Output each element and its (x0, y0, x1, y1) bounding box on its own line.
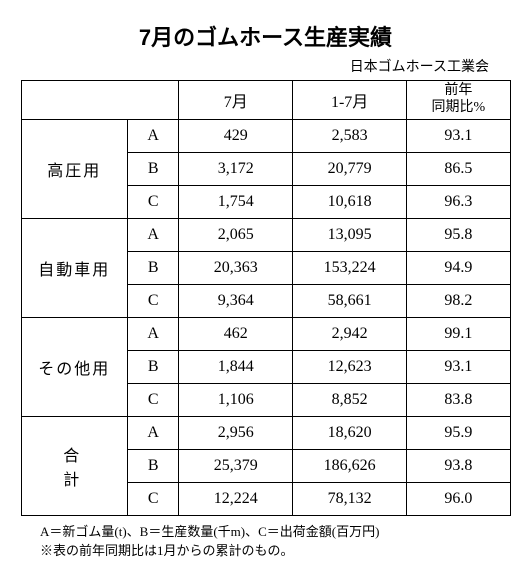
group-label: 合 計 (21, 416, 127, 515)
july-value: 20,363 (179, 251, 293, 284)
row-type: A (127, 218, 179, 251)
page-subtitle: 日本ゴムホース工業会 (20, 56, 511, 76)
header-blank (21, 81, 179, 120)
july-value: 9,364 (179, 284, 293, 317)
row-type: A (127, 317, 179, 350)
yoy-pct: 98.2 (407, 284, 510, 317)
yoy-pct: 86.5 (407, 152, 510, 185)
group-label: その他用 (21, 317, 127, 416)
july-value: 1,844 (179, 350, 293, 383)
row-type: B (127, 449, 179, 482)
july-value: 462 (179, 317, 293, 350)
footnote-area: A＝新ゴム量(t)、B＝生産数量(千m)、C＝出荷金額(百万円) ※表の前年同期… (20, 522, 511, 561)
jan-july-value: 10,618 (293, 185, 407, 218)
july-value: 1,106 (179, 383, 293, 416)
table-row: 自動車用A2,06513,09595.8 (21, 218, 510, 251)
july-value: 2,065 (179, 218, 293, 251)
jan-july-value: 20,779 (293, 152, 407, 185)
jan-july-value: 2,583 (293, 119, 407, 152)
header-yoy-line2: 同期比% (432, 100, 486, 115)
row-type: A (127, 416, 179, 449)
july-value: 25,379 (179, 449, 293, 482)
jan-july-value: 12,623 (293, 350, 407, 383)
row-type: B (127, 152, 179, 185)
yoy-pct: 95.8 (407, 218, 510, 251)
row-type: C (127, 185, 179, 218)
yoy-pct: 96.3 (407, 185, 510, 218)
table-row: その他用A4622,94299.1 (21, 317, 510, 350)
jan-july-value: 78,132 (293, 482, 407, 515)
footnote-note: ※表の前年同期比は1月からの累計のもの。 (40, 541, 511, 561)
header-yoy-line1: 前年 (444, 83, 472, 98)
group-label: 自動車用 (21, 218, 127, 317)
yoy-pct: 83.8 (407, 383, 510, 416)
yoy-pct: 95.9 (407, 416, 510, 449)
table-header-row: 7月 1-7月 前年 同期比% (21, 81, 510, 120)
july-value: 3,172 (179, 152, 293, 185)
page-title: 7月のゴムホース生産実績 (20, 20, 511, 52)
production-table: 7月 1-7月 前年 同期比% 高圧用A4292,58393.1B3,17220… (21, 80, 511, 516)
header-july: 7月 (179, 81, 293, 120)
yoy-pct: 96.0 (407, 482, 510, 515)
row-type: B (127, 251, 179, 284)
jan-july-value: 2,942 (293, 317, 407, 350)
jan-july-value: 8,852 (293, 383, 407, 416)
header-jan-july: 1-7月 (293, 81, 407, 120)
table-row: 高圧用A4292,58393.1 (21, 119, 510, 152)
jan-july-value: 18,620 (293, 416, 407, 449)
july-value: 12,224 (179, 482, 293, 515)
row-type: C (127, 482, 179, 515)
row-type: A (127, 119, 179, 152)
table-row: 合 計A2,95618,62095.9 (21, 416, 510, 449)
group-label: 高圧用 (21, 119, 127, 218)
row-type: C (127, 383, 179, 416)
yoy-pct: 99.1 (407, 317, 510, 350)
jan-july-value: 153,224 (293, 251, 407, 284)
row-type: B (127, 350, 179, 383)
footnote-legend: A＝新ゴム量(t)、B＝生産数量(千m)、C＝出荷金額(百万円) (40, 522, 511, 542)
header-yoy: 前年 同期比% (407, 81, 510, 120)
yoy-pct: 93.8 (407, 449, 510, 482)
july-value: 429 (179, 119, 293, 152)
jan-july-value: 58,661 (293, 284, 407, 317)
july-value: 2,956 (179, 416, 293, 449)
yoy-pct: 94.9 (407, 251, 510, 284)
july-value: 1,754 (179, 185, 293, 218)
jan-july-value: 13,095 (293, 218, 407, 251)
row-type: C (127, 284, 179, 317)
yoy-pct: 93.1 (407, 350, 510, 383)
yoy-pct: 93.1 (407, 119, 510, 152)
jan-july-value: 186,626 (293, 449, 407, 482)
